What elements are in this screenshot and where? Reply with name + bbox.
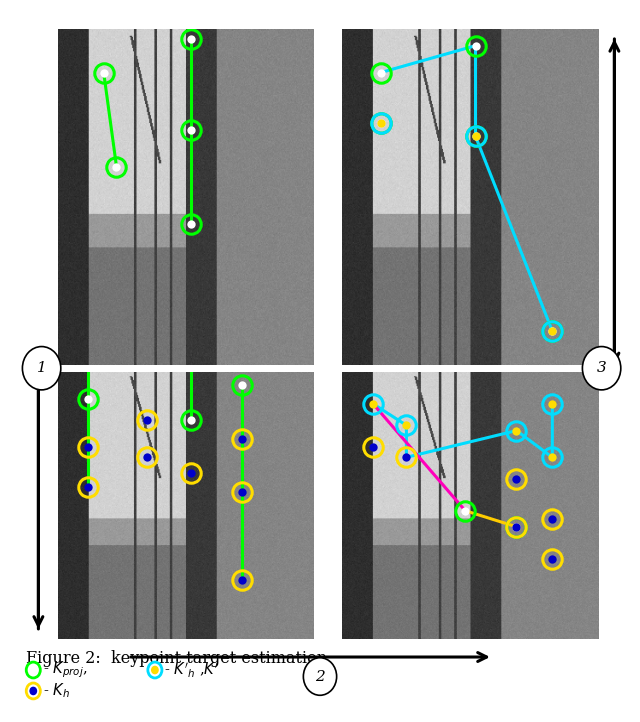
Circle shape: [30, 687, 36, 695]
Circle shape: [22, 347, 61, 390]
Text: 2: 2: [315, 669, 325, 684]
Circle shape: [582, 347, 621, 390]
Text: - $K'_h$ ,$K'$: - $K'_h$ ,$K'$: [164, 661, 220, 679]
Text: 1: 1: [36, 361, 47, 375]
Circle shape: [152, 666, 158, 674]
Text: Figure 2:  keypoint target estimation: Figure 2: keypoint target estimation: [26, 650, 327, 667]
Text: - $K_{proj}$,: - $K_{proj}$,: [43, 660, 88, 680]
Text: - $K_h$: - $K_h$: [43, 682, 70, 700]
Text: 3: 3: [596, 361, 607, 375]
Circle shape: [303, 658, 337, 695]
